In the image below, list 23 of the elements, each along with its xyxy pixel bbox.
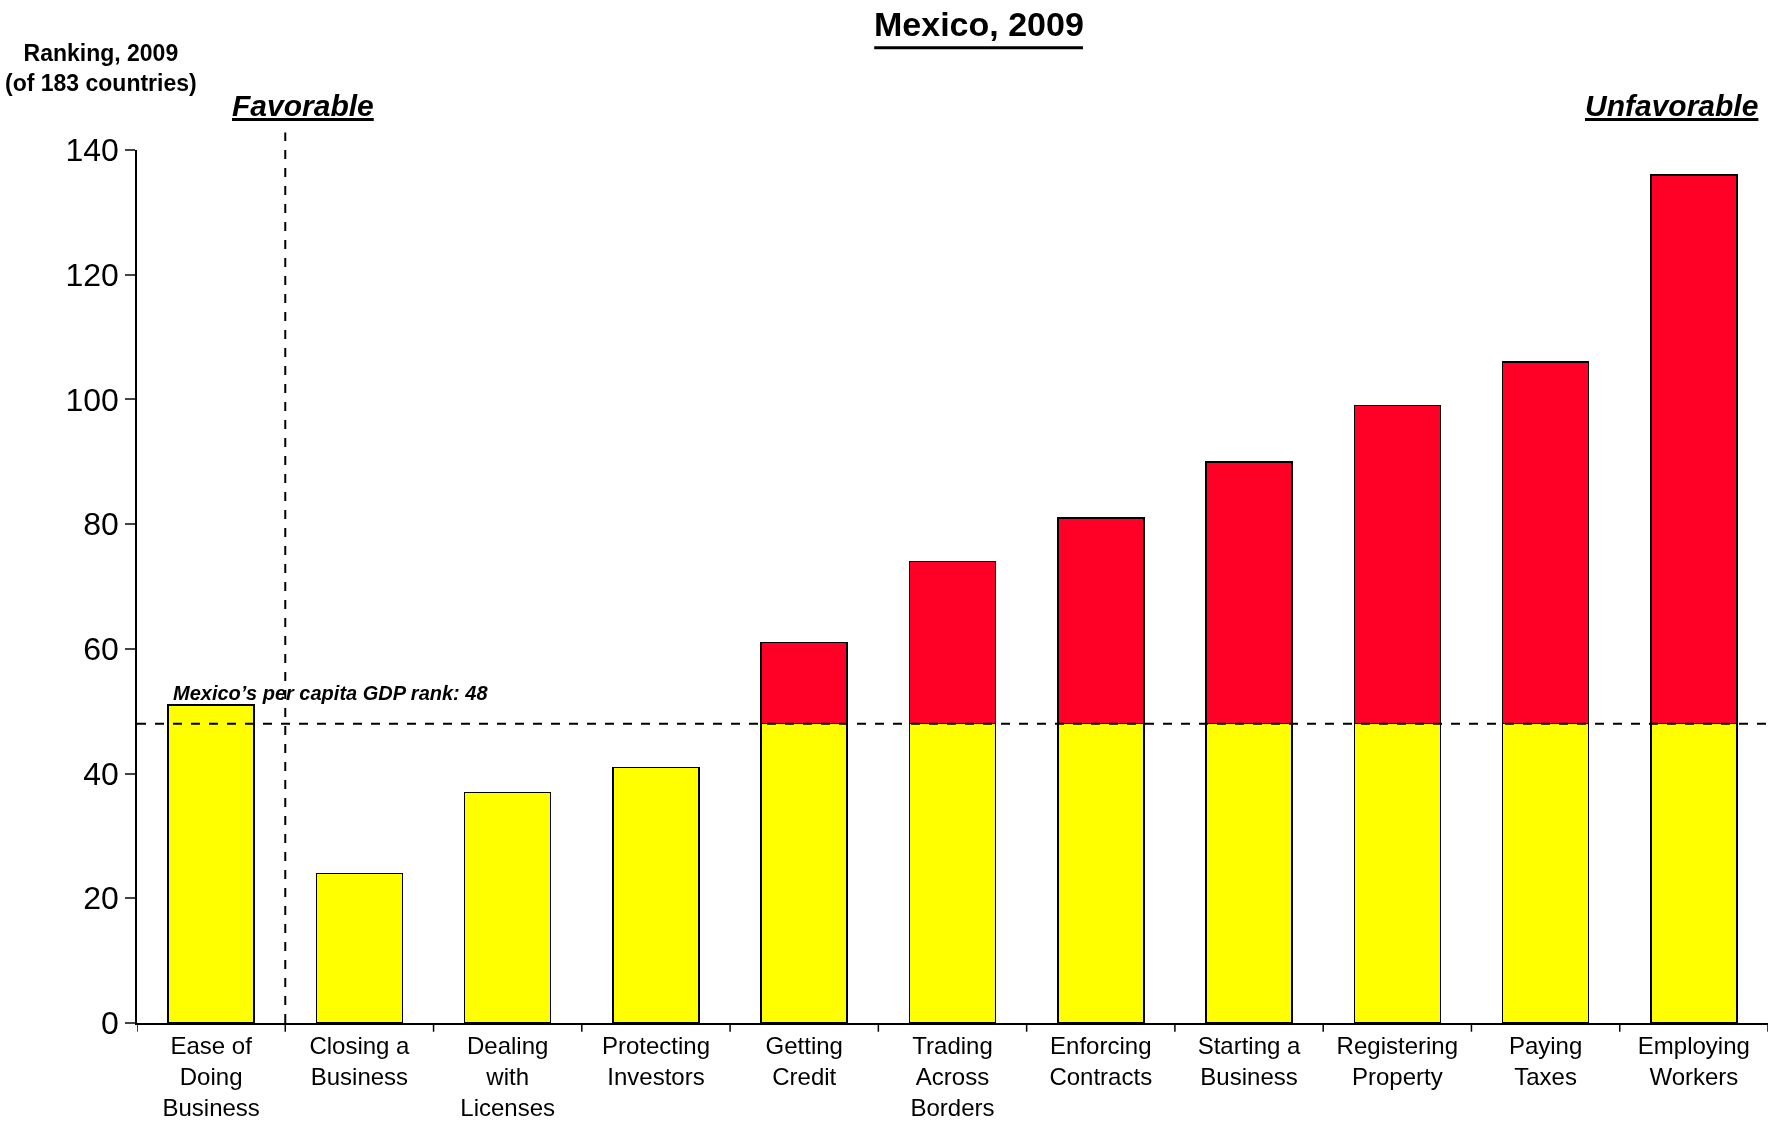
x-tick-label: Paying Taxes	[1508, 1031, 1583, 1090]
y-tick-label: 100	[65, 381, 119, 418]
y-tick-label: 0	[101, 1005, 119, 1042]
x-tick-label: Registering Property	[1336, 1031, 1459, 1090]
y-tick-label: 120	[65, 256, 119, 293]
x-tick-label: Getting Credit	[765, 1031, 843, 1090]
x-tick-label: Trading Across Borders	[910, 1031, 995, 1121]
text: Favorable	[232, 89, 374, 122]
y-tick-label: 20	[83, 880, 119, 917]
x-tick-label: Enforcing Contracts	[1049, 1031, 1153, 1090]
x-tick-label: Employing Workers	[1637, 1031, 1750, 1090]
y-tick-label: 140	[65, 132, 119, 169]
y-tick-label: 80	[83, 506, 119, 543]
y-tick-label: 60	[83, 631, 119, 668]
y-tick-label: 40	[83, 755, 119, 792]
x-tick-label: Ease of Doing Business	[162, 1031, 260, 1121]
x-tick-label: Starting a Business	[1197, 1031, 1302, 1090]
y-axis-title: Ranking, 2009 (of 183 countries)	[5, 40, 197, 96]
text: Unfavorable	[1585, 89, 1759, 122]
x-tick-label: Protecting Investors	[601, 1031, 710, 1090]
x-tick-label: Dealing with Licenses	[460, 1031, 556, 1121]
chart-title: Mexico, 2009	[874, 5, 1084, 43]
x-tick-label: Closing a Business	[309, 1031, 411, 1090]
